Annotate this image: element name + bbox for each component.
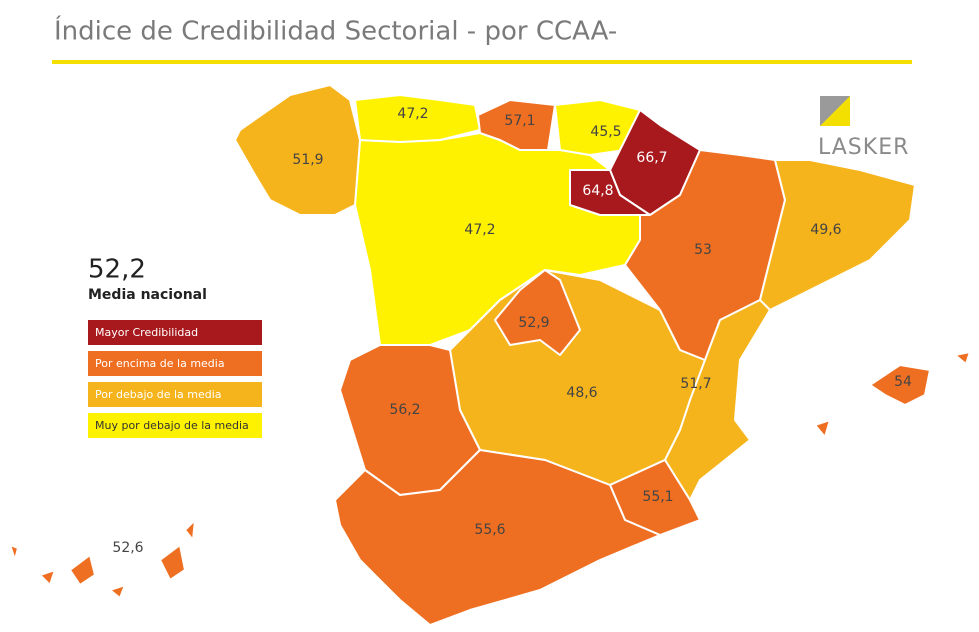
region-shape xyxy=(954,351,971,365)
region-value: 49,6 xyxy=(810,222,841,238)
region-value: 66,7 xyxy=(636,150,667,166)
region-value: 53 xyxy=(694,242,712,258)
legend-swatch xyxy=(88,351,262,376)
region-shape xyxy=(759,159,916,311)
page-title: Índice de Credibilidad Sectorial - por C… xyxy=(54,15,617,47)
region-value: 55,6 xyxy=(474,522,505,538)
region-shape xyxy=(109,584,126,599)
legend-label: Muy por debajo de la media xyxy=(95,419,249,432)
region-value: 52,6 xyxy=(112,540,143,556)
region xyxy=(9,519,196,599)
region-shape xyxy=(477,99,556,151)
region-value: 51,7 xyxy=(680,376,711,392)
region-shape xyxy=(664,299,771,501)
region-value: 45,5 xyxy=(590,124,621,140)
region xyxy=(334,449,661,626)
region-value: 47,2 xyxy=(397,106,428,122)
region-value: 51,9 xyxy=(292,152,323,168)
region-value: 52,9 xyxy=(518,315,549,331)
region-shape xyxy=(494,269,581,356)
region-shape xyxy=(234,84,361,216)
legend-swatch xyxy=(88,382,262,407)
region-shape xyxy=(9,544,19,561)
title-underline xyxy=(52,60,912,64)
region-shape xyxy=(869,364,931,406)
region xyxy=(814,351,971,438)
region xyxy=(234,84,361,216)
logo: LASKER xyxy=(818,96,909,160)
region xyxy=(477,99,556,151)
legend-label: Mayor Credibilidad xyxy=(95,326,198,339)
legend-swatch xyxy=(88,413,262,438)
region-shape xyxy=(334,449,661,626)
region-shape xyxy=(814,419,831,438)
region-value: 47,2 xyxy=(464,222,495,238)
legend-label: Por debajo de la media xyxy=(95,388,222,401)
region-value: 55,1 xyxy=(642,489,673,505)
region-value: 64,8 xyxy=(582,183,613,199)
region-value: 57,1 xyxy=(504,113,535,129)
legend: Mayor Credibilidad Por encima de la media… xyxy=(88,320,262,438)
regions xyxy=(9,84,971,626)
logo-icon-accent xyxy=(820,96,850,126)
region-value: 56,2 xyxy=(389,402,420,418)
region-labels: 47,2 48,6 51,9 47,2 57,1 45,5 66,7 64,8 53 49,6 52… xyxy=(112,106,912,556)
region-shape xyxy=(184,519,196,541)
region-shape xyxy=(69,554,96,586)
region xyxy=(759,159,916,311)
national-average: 52,2 xyxy=(88,255,146,285)
region xyxy=(664,299,771,501)
region-shape xyxy=(39,569,56,586)
region-value: 54 xyxy=(894,374,912,390)
logo-text: LASKER xyxy=(818,135,909,160)
legend-label: Por encima de la media xyxy=(95,357,225,370)
region xyxy=(494,269,581,356)
legend-swatch xyxy=(88,320,262,345)
national-average-label: Media nacional xyxy=(88,287,207,303)
region-value: 48,6 xyxy=(566,385,597,401)
region-shape xyxy=(159,544,186,581)
